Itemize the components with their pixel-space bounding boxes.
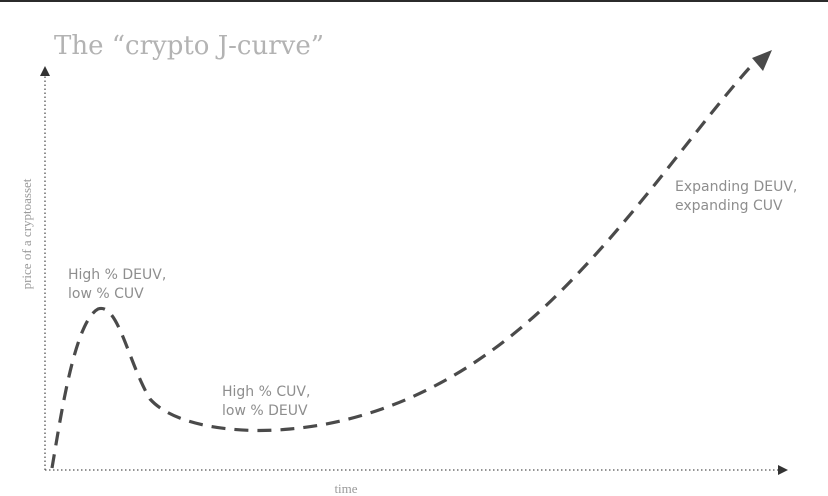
j-curve-line: [50, 63, 754, 469]
annotation-peak-line-2: low % CUV: [68, 286, 144, 302]
y-axis-label: price of a cryptoasset: [19, 178, 34, 289]
annotation-growth: Expanding DEUV, expanding CUV: [675, 179, 797, 214]
annotation-trough-line-1: High % CUV,: [222, 384, 310, 400]
annotation-trough: High % CUV, low % DEUV: [222, 384, 310, 419]
annotation-peak: High % DEUV, low % CUV: [68, 267, 166, 302]
chart-title: The “crypto J-curve”: [54, 31, 324, 61]
annotation-peak-line-1: High % DEUV,: [68, 267, 166, 283]
x-axis-label: time: [334, 481, 357, 496]
annotation-trough-line-2: low % DEUV: [222, 403, 308, 419]
annotation-growth-line-1: Expanding DEUV,: [675, 179, 797, 195]
curve-arrowhead: [752, 50, 772, 71]
annotation-growth-line-2: expanding CUV: [675, 198, 783, 214]
